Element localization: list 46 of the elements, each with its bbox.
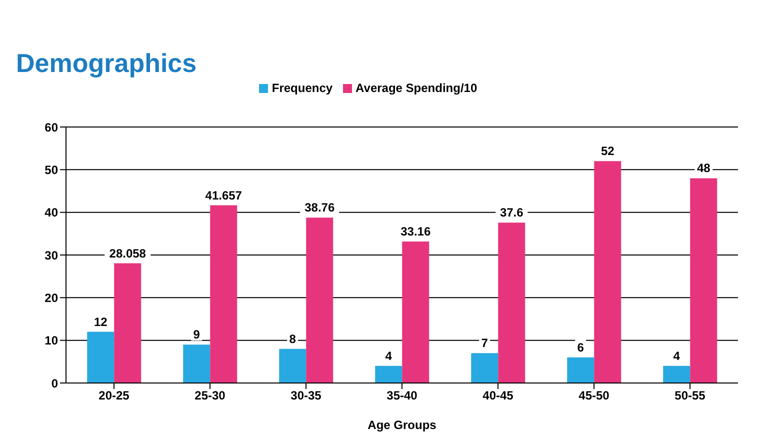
data-label: 9 <box>193 328 200 342</box>
y-tick-label: 50 <box>44 162 58 177</box>
bar <box>471 353 498 383</box>
x-tick-label: 35-40 <box>386 388 418 403</box>
bar <box>498 222 526 383</box>
data-label: 37.6 <box>500 206 524 220</box>
x-tick-label: 50-55 <box>674 388 706 403</box>
bar <box>375 366 402 383</box>
y-tick-label: 10 <box>44 334 58 348</box>
data-label: 4 <box>385 348 392 363</box>
bar <box>663 366 690 383</box>
legend-label: Frequency <box>272 81 333 95</box>
chart-title: Demographics <box>16 48 197 79</box>
data-label: 28.058 <box>109 246 146 260</box>
data-label: 33.16 <box>400 224 431 239</box>
x-tick-label: 45-50 <box>578 388 610 403</box>
data-label: 4 <box>673 348 680 363</box>
x-axis-title: Age Groups <box>368 418 437 432</box>
data-label: 48 <box>696 161 711 176</box>
data-label: 12 <box>94 314 108 329</box>
x-tick-label: 40-45 <box>482 388 514 403</box>
legend-label: Average Spending/10 <box>356 81 478 95</box>
bar <box>402 242 430 383</box>
bar <box>114 263 142 383</box>
y-tick-label: 30 <box>44 248 58 262</box>
data-label: 7 <box>481 336 488 350</box>
x-tick-label: 20-25 <box>98 388 130 403</box>
bar <box>567 357 594 383</box>
bar <box>306 218 334 383</box>
y-tick-label: 0 <box>51 376 58 390</box>
bar <box>279 348 306 383</box>
data-label: 8 <box>289 332 296 346</box>
y-tick-label: 40 <box>44 206 58 220</box>
data-label: 6 <box>577 340 584 354</box>
x-tick-label: 30-35 <box>290 388 322 403</box>
bar <box>183 344 210 383</box>
bar <box>594 161 622 383</box>
data-label: 41.657 <box>205 188 242 202</box>
y-tick-label: 60 <box>44 120 58 134</box>
data-label: 52 <box>600 144 615 158</box>
bar <box>87 332 114 383</box>
x-tick-label: 25-30 <box>194 388 226 403</box>
data-label: 38.76 <box>304 200 335 215</box>
bar <box>210 205 238 383</box>
bar <box>690 178 718 383</box>
y-tick-label: 20 <box>44 290 58 305</box>
